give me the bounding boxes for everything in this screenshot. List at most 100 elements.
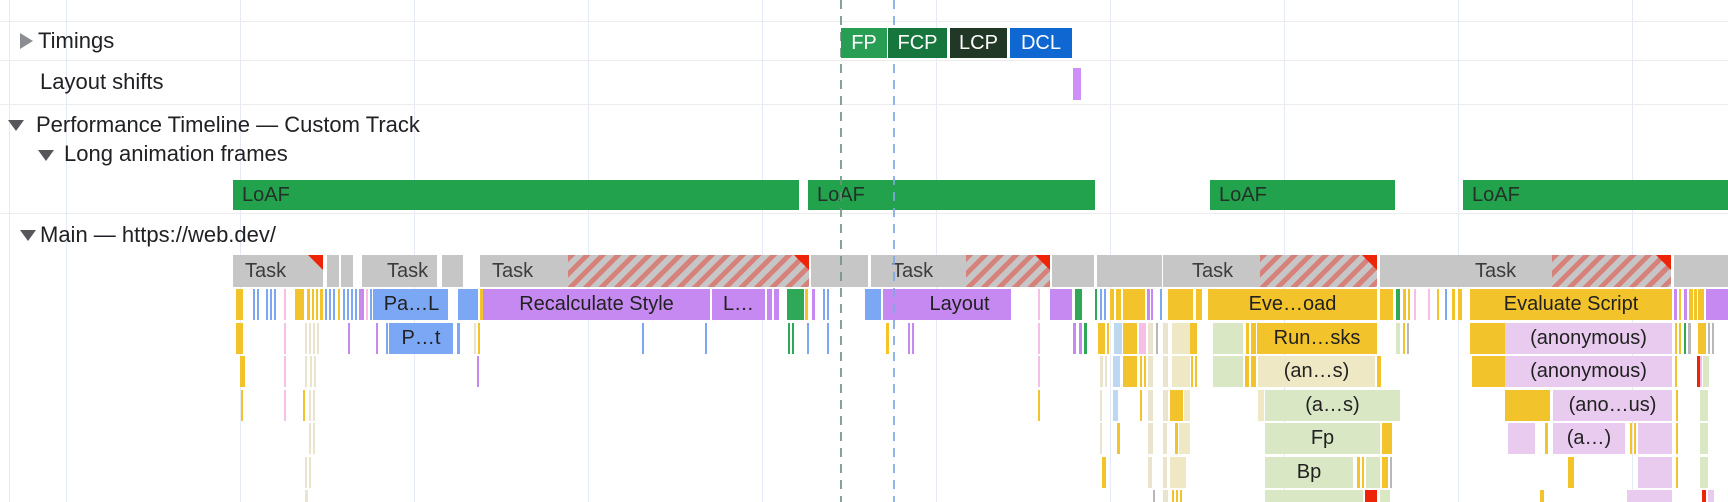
flame-sliver[interactable]	[1676, 423, 1678, 454]
flame-entry-fp[interactable]: Fp	[1265, 423, 1380, 454]
flame-sliver[interactable]	[457, 323, 460, 354]
flame-sliver[interactable]	[1675, 323, 1677, 354]
flame-sliver[interactable]	[1148, 323, 1153, 354]
flame-sliver[interactable]	[1079, 323, 1082, 354]
flame-sliver[interactable]	[705, 323, 707, 354]
flame-sliver[interactable]	[329, 289, 331, 320]
flame-sliver[interactable]	[480, 289, 483, 320]
flame-entry-eveoad[interactable]: Eve…oad	[1208, 289, 1377, 320]
flame-sliver[interactable]	[1627, 490, 1672, 502]
flame-sliver[interactable]	[1184, 390, 1190, 421]
task-bar[interactable]: Task	[480, 255, 809, 287]
flame-entry-bp[interactable]: Bp	[1265, 457, 1353, 488]
flame-sliver[interactable]	[1117, 423, 1120, 454]
flame-sliver[interactable]	[253, 289, 255, 320]
flame-sliver[interactable]	[1408, 289, 1410, 320]
flame-sliver[interactable]	[1163, 356, 1168, 387]
track-label-long-animation-frames[interactable]: Long animation frames	[64, 141, 288, 166]
flame-sliver[interactable]	[1123, 356, 1137, 387]
flame-sliver[interactable]	[1251, 356, 1256, 387]
flame-sliver[interactable]	[355, 289, 357, 320]
flame-sliver[interactable]	[1140, 390, 1142, 421]
flame-sliver[interactable]	[1073, 323, 1076, 354]
flame-sliver[interactable]	[451, 255, 463, 287]
flame-sliver[interactable]	[1105, 356, 1107, 387]
flame-sliver[interactable]	[1697, 356, 1700, 387]
flame-sliver[interactable]	[1403, 323, 1405, 354]
flame-sliver[interactable]	[1382, 423, 1392, 454]
flame-sliver[interactable]	[1140, 356, 1142, 387]
flame-sliver[interactable]	[883, 289, 908, 320]
flame-sliver[interactable]	[1698, 289, 1704, 320]
flame-sliver[interactable]	[316, 289, 318, 320]
flame-sliver[interactable]	[305, 490, 308, 502]
flame-sliver[interactable]	[1196, 289, 1202, 320]
task-bar[interactable]: Task	[1180, 255, 1377, 287]
flame-sliver[interactable]	[1163, 423, 1167, 454]
flame-sliver[interactable]	[1703, 356, 1709, 387]
flame-sliver[interactable]	[1160, 289, 1162, 320]
flame-sliver[interactable]	[1213, 323, 1243, 354]
flame-sliver[interactable]	[1153, 490, 1155, 502]
flame-sliver[interactable]	[1702, 490, 1706, 502]
flame-sliver[interactable]	[1684, 289, 1687, 320]
task-bar[interactable]: Task	[1463, 255, 1671, 287]
flame-sliver[interactable]	[1700, 457, 1708, 488]
loaf-bar[interactable]: LoAF	[1463, 180, 1728, 210]
flame-sliver[interactable]	[1380, 490, 1390, 502]
flame-sliver[interactable]	[1038, 323, 1040, 354]
flame-sliver[interactable]	[309, 390, 311, 421]
flame-sliver[interactable]	[313, 323, 315, 354]
flame-sliver[interactable]	[348, 323, 350, 354]
track-label-layout-shifts[interactable]: Layout shifts	[40, 69, 164, 94]
flame-sliver[interactable]	[240, 356, 245, 387]
flame-entry-anonymous[interactable]: (anonymous)	[1505, 323, 1672, 354]
flame-sliver[interactable]	[1095, 289, 1097, 320]
flame-sliver[interactable]	[1191, 356, 1193, 387]
flame-sliver[interactable]	[327, 255, 339, 287]
timing-marker-lcp[interactable]: LCP	[950, 28, 1007, 58]
flame-sliver[interactable]	[1172, 490, 1174, 502]
disclosure-triangle-custom-track[interactable]	[8, 120, 24, 131]
flame-entry-l[interactable]: L…	[712, 289, 765, 320]
flame-sliver[interactable]	[1428, 289, 1430, 320]
flame-sliver[interactable]	[236, 289, 243, 320]
flame-sliver[interactable]	[1357, 457, 1360, 488]
flame-sliver[interactable]	[351, 289, 353, 320]
flame-sliver[interactable]	[1445, 289, 1447, 320]
flame-entry-recalculatestyle[interactable]: Recalculate Style	[483, 289, 710, 320]
flame-sliver[interactable]	[1124, 255, 1136, 287]
flame-sliver[interactable]	[1698, 323, 1706, 354]
flame-sliver[interactable]	[1163, 490, 1168, 502]
flame-sliver[interactable]	[1100, 356, 1103, 387]
flame-sliver[interactable]	[1170, 390, 1183, 421]
flame-sliver[interactable]	[1100, 289, 1102, 320]
flame-sliver[interactable]	[793, 289, 804, 320]
flame-sliver[interactable]	[1123, 289, 1145, 320]
flame-sliver[interactable]	[310, 356, 312, 387]
flame-sliver[interactable]	[1265, 490, 1363, 502]
flame-sliver[interactable]	[827, 289, 829, 320]
flame-sliver[interactable]	[370, 289, 372, 320]
flame-sliver[interactable]	[270, 289, 272, 320]
flame-sliver[interactable]	[1148, 423, 1153, 454]
flame-sliver[interactable]	[309, 323, 311, 354]
flame-sliver[interactable]	[1568, 457, 1574, 488]
flame-sliver[interactable]	[1708, 323, 1710, 354]
flame-sliver[interactable]	[1706, 289, 1728, 320]
flame-sliver[interactable]	[1472, 356, 1505, 387]
flame-sliver[interactable]	[1075, 289, 1082, 320]
flame-sliver[interactable]	[1452, 289, 1455, 320]
flame-sliver[interactable]	[1114, 323, 1122, 354]
flame-sliver[interactable]	[787, 289, 793, 320]
flame-sliver[interactable]	[1172, 323, 1190, 354]
flame-sliver[interactable]	[295, 289, 304, 320]
flame-sliver[interactable]	[305, 457, 307, 488]
track-label-custom-track[interactable]: Performance Timeline — Custom Track	[36, 112, 420, 137]
flame-sliver[interactable]	[1675, 356, 1677, 387]
flame-sliver[interactable]	[1414, 289, 1416, 320]
flame-sliver[interactable]	[1163, 457, 1167, 488]
flame-sliver[interactable]	[257, 289, 259, 320]
flame-sliver[interactable]	[1674, 289, 1677, 320]
flame-sliver[interactable]	[307, 289, 310, 320]
